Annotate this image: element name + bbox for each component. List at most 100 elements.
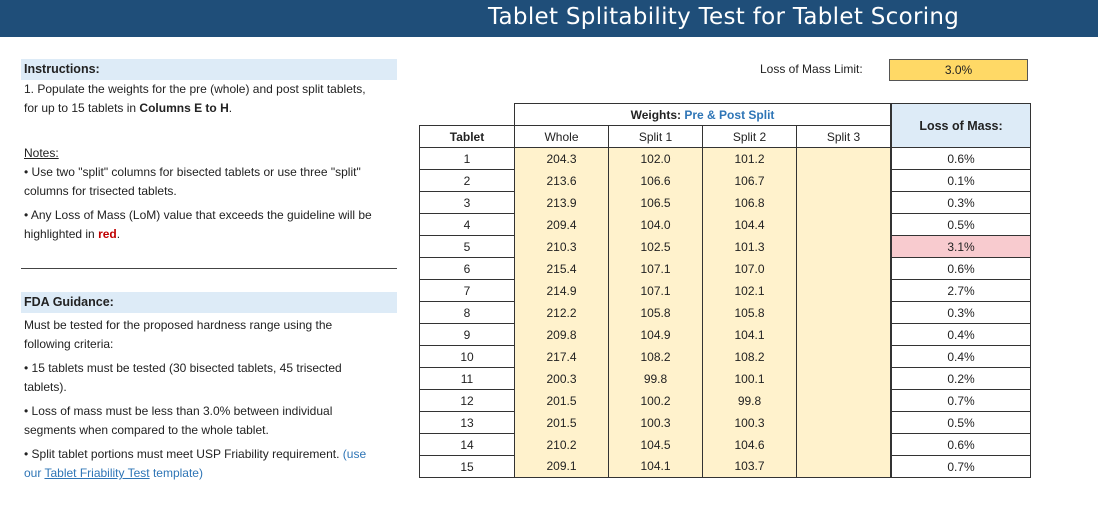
loss-of-mass-cell: 0.4% <box>891 323 1031 346</box>
split-3-cell[interactable] <box>796 213 891 236</box>
loss-of-mass-cell: 3.1% <box>891 235 1031 258</box>
split-1-cell[interactable]: 102.0 <box>608 147 703 170</box>
whole-weight-cell[interactable]: 217.4 <box>514 345 609 368</box>
page-title: Tablet Splitability Test for Tablet Scor… <box>488 4 960 30</box>
split-3-cell[interactable] <box>796 455 891 478</box>
instructions-line-2: for up to 15 tablets in Columns E to H. <box>24 101 233 115</box>
fda-bullet-3-line-1: • Split tablet portions must meet USP Fr… <box>24 447 367 461</box>
whole-weight-cell[interactable]: 209.1 <box>514 455 609 478</box>
split-3-cell[interactable] <box>796 367 891 390</box>
fda-intro-line-1: Must be tested for the proposed hardness… <box>24 318 333 332</box>
split-1-cell[interactable]: 106.6 <box>608 169 703 192</box>
split-2-cell[interactable]: 104.4 <box>702 213 797 236</box>
split-1-cell[interactable]: 99.8 <box>608 367 703 390</box>
notes-bullet-2-line-2: highlighted in red. <box>24 227 121 241</box>
whole-weight-cell[interactable]: 214.9 <box>514 279 609 302</box>
tablet-number-cell: 1 <box>419 147 515 170</box>
split-2-cell[interactable]: 102.1 <box>702 279 797 302</box>
split-2-cell[interactable]: 100.3 <box>702 411 797 434</box>
loss-of-mass-cell: 0.6% <box>891 147 1031 170</box>
split-3-cell[interactable] <box>796 279 891 302</box>
split-1-cell[interactable]: 108.2 <box>608 345 703 368</box>
tablet-header: Tablet <box>419 125 515 148</box>
split-3-cell[interactable] <box>796 235 891 258</box>
tablet-number-cell: 13 <box>419 411 515 434</box>
split-1-header: Split 1 <box>608 125 703 148</box>
split-2-cell[interactable]: 108.2 <box>702 345 797 368</box>
split-3-cell[interactable] <box>796 433 891 456</box>
loss-of-mass-cell: 0.7% <box>891 455 1031 478</box>
table-row: 1 204.3 102.0 101.2 0.6% <box>419 147 1031 170</box>
split-2-cell[interactable]: 101.3 <box>702 235 797 258</box>
lom-limit-label: Loss of Mass Limit: <box>760 62 863 76</box>
table-row: 4 209.4 104.0 104.4 0.5% <box>419 213 1031 236</box>
split-2-cell[interactable]: 107.0 <box>702 257 797 280</box>
whole-weight-cell[interactable]: 213.6 <box>514 169 609 192</box>
split-2-cell[interactable]: 106.7 <box>702 169 797 192</box>
split-3-cell[interactable] <box>796 389 891 412</box>
table-row: 7 214.9 107.1 102.1 2.7% <box>419 279 1031 302</box>
blank-corner <box>420 104 515 126</box>
split-2-cell[interactable]: 101.2 <box>702 147 797 170</box>
split-3-cell[interactable] <box>796 169 891 192</box>
whole-weight-cell[interactable]: 204.3 <box>514 147 609 170</box>
split-2-cell[interactable]: 100.1 <box>702 367 797 390</box>
split-1-cell[interactable]: 100.3 <box>608 411 703 434</box>
split-1-cell[interactable]: 107.1 <box>608 279 703 302</box>
split-2-cell[interactable]: 106.8 <box>702 191 797 214</box>
weights-header: Weights: Pre & Post Split <box>514 103 891 126</box>
split-3-cell[interactable] <box>796 323 891 346</box>
whole-weight-cell[interactable]: 209.4 <box>514 213 609 236</box>
tablet-number-cell: 2 <box>419 169 515 192</box>
loss-of-mass-header: Loss of Mass: <box>891 103 1031 148</box>
whole-weight-cell[interactable]: 200.3 <box>514 367 609 390</box>
tablet-number-cell: 10 <box>419 345 515 368</box>
whole-weight-cell[interactable]: 201.5 <box>514 389 609 412</box>
split-3-cell[interactable] <box>796 147 891 170</box>
split-2-header: Split 2 <box>702 125 797 148</box>
split-1-cell[interactable]: 104.0 <box>608 213 703 236</box>
split-1-cell[interactable]: 104.5 <box>608 433 703 456</box>
split-2-cell[interactable]: 105.8 <box>702 301 797 324</box>
split-3-cell[interactable] <box>796 301 891 324</box>
split-2-cell[interactable]: 103.7 <box>702 455 797 478</box>
split-3-cell[interactable] <box>796 257 891 280</box>
table-row: 10 217.4 108.2 108.2 0.4% <box>419 345 1031 368</box>
whole-header: Whole <box>514 125 609 148</box>
split-1-cell[interactable]: 106.5 <box>608 191 703 214</box>
whole-weight-cell[interactable]: 210.2 <box>514 433 609 456</box>
split-1-cell[interactable]: 104.1 <box>608 455 703 478</box>
notes-bullet-1-line-2: columns for trisected tablets. <box>24 184 177 198</box>
whole-weight-cell[interactable]: 201.5 <box>514 411 609 434</box>
split-1-cell[interactable]: 100.2 <box>608 389 703 412</box>
table-row: 8 212.2 105.8 105.8 0.3% <box>419 301 1031 324</box>
red-word: red <box>98 227 117 241</box>
split-2-cell[interactable]: 99.8 <box>702 389 797 412</box>
whole-weight-cell[interactable]: 212.2 <box>514 301 609 324</box>
split-1-cell[interactable]: 104.9 <box>608 323 703 346</box>
loss-of-mass-cell: 0.5% <box>891 213 1031 236</box>
tablet-friability-test-link[interactable]: Tablet Friability Test <box>44 466 150 480</box>
whole-weight-cell[interactable]: 215.4 <box>514 257 609 280</box>
whole-weight-cell[interactable]: 213.9 <box>514 191 609 214</box>
loss-of-mass-cell: 0.6% <box>891 257 1031 280</box>
fda-bullet-1-line-2: tablets). <box>24 380 67 394</box>
table-row: 3 213.9 106.5 106.8 0.3% <box>419 191 1031 214</box>
split-1-cell[interactable]: 102.5 <box>608 235 703 258</box>
tablet-number-cell: 12 <box>419 389 515 412</box>
split-3-cell[interactable] <box>796 345 891 368</box>
weights-table: Weights: Pre & Post Split Loss of Mass: … <box>419 103 1031 478</box>
lom-limit-input[interactable]: 3.0% <box>889 59 1028 81</box>
whole-weight-cell[interactable]: 209.8 <box>514 323 609 346</box>
title-bar: Tablet Splitability Test for Tablet Scor… <box>0 0 1098 37</box>
split-2-cell[interactable]: 104.1 <box>702 323 797 346</box>
split-1-cell[interactable]: 107.1 <box>608 257 703 280</box>
split-1-cell[interactable]: 105.8 <box>608 301 703 324</box>
instructions-line-1: 1. Populate the weights for the pre (who… <box>24 82 366 96</box>
whole-weight-cell[interactable]: 210.3 <box>514 235 609 258</box>
tablet-number-cell: 4 <box>419 213 515 236</box>
split-3-cell[interactable] <box>796 191 891 214</box>
split-3-cell[interactable] <box>796 411 891 434</box>
split-2-cell[interactable]: 104.6 <box>702 433 797 456</box>
instructions-heading: Instructions: <box>21 59 397 80</box>
